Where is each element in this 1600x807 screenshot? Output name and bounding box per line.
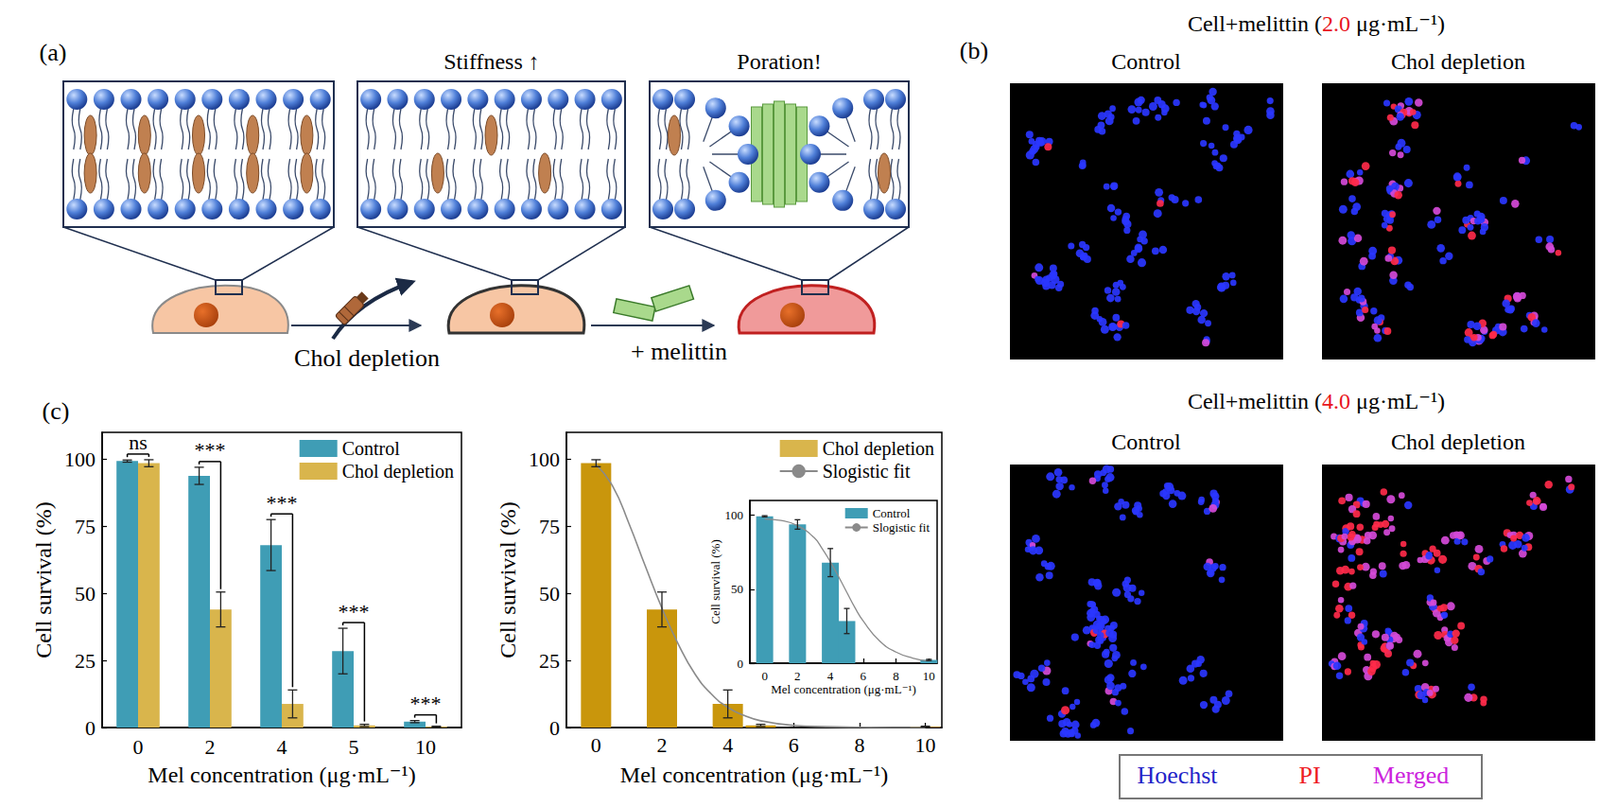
svg-text:Control: Control (342, 437, 401, 459)
svg-text:6: 6 (788, 732, 800, 757)
svg-text:Cell survival (%): Cell survival (%) (708, 539, 723, 625)
svg-text:50: 50 (74, 581, 96, 606)
svg-text:5: 5 (348, 734, 360, 759)
svg-text:(c): (c) (42, 397, 70, 425)
svg-text:ns: ns (128, 430, 148, 454)
svg-text:+ melittin: + melittin (630, 337, 728, 366)
svg-text:0: 0 (133, 734, 144, 759)
svg-text:75: 75 (74, 514, 96, 539)
svg-text:4: 4 (277, 734, 288, 759)
svg-text:0: 0 (85, 715, 96, 740)
svg-text:Chol depletion: Chol depletion (1391, 49, 1526, 74)
svg-text:50: 50 (730, 581, 744, 596)
svg-text:10: 10 (915, 732, 937, 757)
svg-text:100: 100 (64, 447, 96, 471)
svg-text:0: 0 (761, 668, 768, 683)
svg-text:6: 6 (860, 668, 868, 683)
svg-text:***: *** (194, 437, 227, 462)
svg-text:4: 4 (722, 732, 733, 757)
svg-text:Chol depletion: Chol depletion (294, 344, 440, 372)
svg-text:Stiffness ↑: Stiffness ↑ (443, 49, 540, 74)
svg-text:***: *** (266, 490, 298, 515)
svg-text:Control: Control (872, 505, 911, 521)
svg-text:0: 0 (591, 732, 602, 757)
svg-text:***: *** (338, 599, 370, 624)
svg-text:Cell+melittin (4.0 μg·mL⁻¹): Cell+melittin (4.0 μg·mL⁻¹) (1187, 388, 1445, 414)
svg-text:8: 8 (892, 668, 900, 683)
svg-text:10: 10 (922, 668, 936, 683)
svg-text:Mel concentration (μg·mL⁻¹): Mel concentration (μg·mL⁻¹) (770, 681, 916, 696)
svg-text:Mel concentration (μg·mL⁻¹): Mel concentration (μg·mL⁻¹) (620, 762, 888, 787)
svg-text:Chol depletion: Chol depletion (1391, 429, 1526, 454)
svg-text:PI: PI (1298, 761, 1321, 789)
svg-text:Poration!: Poration! (736, 49, 821, 74)
svg-text:100: 100 (528, 447, 560, 471)
svg-text:Slogistic fit: Slogistic fit (872, 520, 931, 535)
svg-text:0: 0 (737, 656, 745, 671)
svg-text:0: 0 (549, 715, 560, 740)
svg-text:Hoechst: Hoechst (1136, 761, 1218, 789)
svg-text:(b): (b) (959, 36, 989, 65)
svg-text:Control: Control (1111, 49, 1182, 74)
svg-text:Chol depletion: Chol depletion (342, 460, 454, 483)
svg-text:10: 10 (415, 734, 436, 759)
svg-text:Cell+melittin (2.0 μg·mL⁻¹): Cell+melittin (2.0 μg·mL⁻¹) (1187, 11, 1445, 36)
svg-text:Merged: Merged (1373, 761, 1449, 789)
svg-text:2: 2 (205, 734, 216, 759)
svg-text:***: *** (410, 691, 442, 715)
svg-text:Cell survival (%): Cell survival (%) (495, 501, 521, 658)
svg-text:2: 2 (656, 732, 667, 757)
svg-text:25: 25 (539, 648, 560, 673)
svg-text:4: 4 (827, 668, 835, 683)
svg-text:Mel concentration (μg·mL⁻¹): Mel concentration (μg·mL⁻¹) (147, 762, 416, 787)
svg-text:Cell survival (%): Cell survival (%) (31, 501, 56, 658)
svg-text:Slogistic fit: Slogistic fit (822, 460, 911, 483)
svg-text:(a): (a) (39, 38, 68, 67)
svg-text:100: 100 (725, 507, 745, 522)
svg-text:Control: Control (1111, 429, 1182, 454)
svg-text:50: 50 (539, 581, 560, 606)
svg-text:Chol depletion: Chol depletion (822, 437, 935, 460)
svg-text:8: 8 (853, 732, 865, 757)
svg-text:75: 75 (539, 514, 560, 539)
svg-text:25: 25 (74, 648, 96, 673)
svg-text:2: 2 (794, 668, 801, 683)
